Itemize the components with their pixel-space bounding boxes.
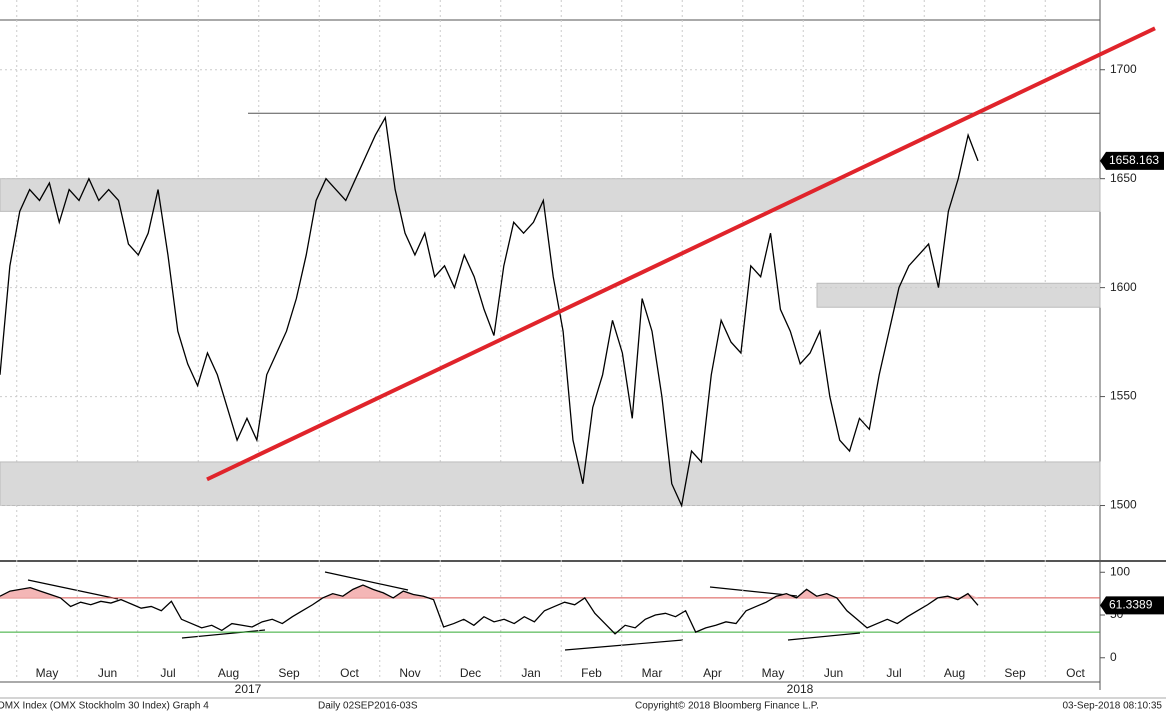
x-tick-label: Nov [399,666,420,680]
y-tick-label: 1550 [1110,389,1137,403]
year-label: 2018 [787,682,814,696]
price-line [0,115,979,508]
y-tick-label: 1650 [1110,171,1137,185]
x-tick-label: Jun [824,666,843,680]
y-tick-label: 1700 [1110,62,1137,76]
y-tick-label: 1500 [1110,498,1137,512]
y-tick-label: 100 [1110,564,1130,578]
x-tick-label: Oct [1066,666,1085,680]
x-tick-label: Aug [944,666,965,680]
zone [0,178,1101,212]
last-value-label: 1658.163 [1109,153,1159,167]
x-tick-label: Jan [521,666,540,680]
x-tick-label: Jul [886,666,901,680]
last-value-box [1100,151,1164,170]
x-tick-label: Jul [160,666,175,680]
year-label: 2017 [235,682,262,696]
x-tick-label: Apr [703,666,722,680]
x-tick-label: Sep [1004,666,1026,680]
x-tick-label: Mar [642,666,663,680]
last-value-label: 61.3389 [1109,597,1153,611]
y-tick-label: 0 [1110,650,1117,664]
last-value-box [1100,596,1164,615]
x-tick-label: Dec [460,666,481,680]
footer-range: Daily 02SEP2016-03S [318,701,418,712]
x-tick-label: Jun [98,666,117,680]
footer-left: OMX Index (OMX Stockholm 30 Index) Graph… [0,701,209,712]
footer-time: 03-Sep-2018 08:10:35 [1062,701,1162,712]
y-tick-label: 1600 [1110,280,1137,294]
x-tick-label: Oct [340,666,359,680]
x-tick-label: Feb [581,666,602,680]
trendline [206,26,1156,482]
zone [0,461,1101,507]
x-tick-label: May [762,666,785,680]
price-line [0,584,979,635]
zone [816,282,1101,308]
x-tick-label: Aug [218,666,239,680]
x-tick-label: May [36,666,59,680]
x-tick-label: Sep [278,666,300,680]
footer-copyright: Copyright© 2018 Bloomberg Finance L.P. [635,701,819,712]
